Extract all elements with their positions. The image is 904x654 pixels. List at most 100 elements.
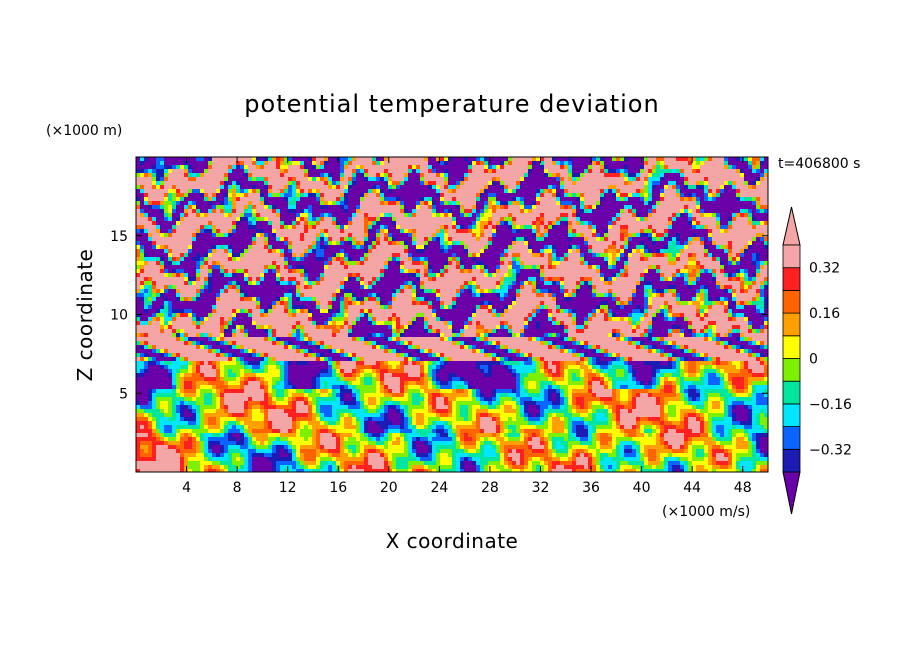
contour-cell — [632, 189, 637, 194]
contour-cell — [736, 245, 741, 250]
contour-cell — [720, 225, 725, 230]
contour-cell — [536, 189, 541, 194]
contour-cell — [620, 189, 625, 194]
contour-cell — [424, 241, 429, 246]
contour-cell — [260, 205, 265, 210]
contour-cell — [536, 241, 541, 246]
contour-cell — [412, 269, 417, 274]
contour-cell — [660, 261, 665, 266]
contour-cell — [520, 185, 525, 190]
contour-cell — [456, 269, 461, 274]
contour-cell — [280, 209, 285, 214]
contour-cell — [316, 201, 321, 206]
contour-cell — [460, 225, 465, 230]
contour-cell — [644, 201, 649, 206]
contour-cell — [344, 169, 349, 174]
contour-cell — [592, 241, 597, 246]
contour-cell — [648, 185, 653, 190]
contour-cell — [188, 273, 193, 278]
contour-cell — [456, 257, 461, 262]
contour-cell — [732, 169, 737, 174]
contour-cell — [216, 201, 221, 206]
contour-cell — [632, 193, 637, 198]
contour-cell — [312, 185, 317, 190]
contour-cell — [216, 157, 221, 162]
contour-cell — [244, 165, 249, 170]
contour-cell — [700, 217, 705, 222]
contour-cell — [644, 189, 649, 194]
contour-cell — [412, 241, 417, 246]
contour-cell — [596, 157, 601, 162]
contour-cell — [384, 193, 389, 198]
contour-cell — [264, 241, 269, 246]
contour-cell — [260, 253, 265, 258]
contour-cell — [368, 237, 373, 242]
contour-cell — [544, 169, 549, 174]
contour-cell — [452, 205, 457, 210]
contour-cell — [468, 193, 473, 198]
contour-cell — [460, 269, 465, 274]
contour-cell — [500, 257, 505, 262]
contour-cell — [728, 241, 733, 246]
contour-cell — [252, 209, 257, 214]
contour-cell — [644, 245, 649, 250]
contour-cell — [184, 185, 189, 190]
contour-cell — [552, 229, 557, 234]
contour-cell — [360, 205, 365, 210]
contour-cell — [600, 217, 605, 222]
contour-cell — [356, 253, 361, 258]
contour-cell — [708, 269, 713, 274]
contour-cell — [588, 213, 593, 218]
contour-cell — [704, 225, 709, 230]
contour-cell — [200, 273, 205, 278]
contour-cell — [304, 185, 309, 190]
contour-cell — [224, 221, 229, 226]
contour-cell — [320, 245, 325, 250]
contour-cell — [380, 253, 385, 258]
contour-cell — [508, 177, 513, 182]
contour-cell — [576, 177, 581, 182]
contour-cell — [336, 217, 341, 222]
contour-cell — [692, 221, 697, 226]
contour-cell — [272, 165, 277, 170]
contour-cell — [432, 205, 437, 210]
contour-cell — [472, 261, 477, 266]
contour-cell — [284, 197, 289, 202]
contour-cell — [304, 177, 309, 182]
contour-cell — [560, 229, 565, 234]
contour-cell — [660, 229, 665, 234]
contour-cell — [164, 197, 169, 202]
contour-cell — [276, 277, 281, 282]
contour-cell — [704, 197, 709, 202]
contour-cell — [588, 245, 593, 250]
contour-cell — [452, 189, 457, 194]
contour-cell — [144, 181, 149, 186]
contour-cell — [664, 181, 669, 186]
contour-cell — [452, 209, 457, 214]
contour-cell — [632, 277, 637, 282]
contour-cell — [764, 209, 768, 214]
contour-cell — [604, 209, 609, 214]
contour-cell — [600, 201, 605, 206]
contour-cell — [496, 173, 501, 178]
contour-cell — [324, 173, 329, 178]
contour-cell — [620, 277, 625, 282]
contour-cell — [760, 277, 765, 282]
contour-cell — [196, 161, 201, 166]
contour-cell — [744, 265, 749, 270]
contour-cell — [136, 189, 141, 194]
contour-cell — [700, 205, 705, 210]
contour-cell — [400, 233, 405, 238]
contour-cell — [716, 165, 721, 170]
contour-cell — [664, 177, 669, 182]
contour-cell — [488, 189, 493, 194]
contour-cell — [680, 221, 685, 226]
contour-cell — [416, 205, 421, 210]
contour-cell — [332, 269, 337, 274]
contour-cell — [148, 225, 153, 230]
contour-cell — [368, 169, 373, 174]
contour-cell — [352, 169, 357, 174]
contour-cell — [604, 241, 609, 246]
contour-cell — [520, 217, 525, 222]
contour-cell — [208, 169, 213, 174]
